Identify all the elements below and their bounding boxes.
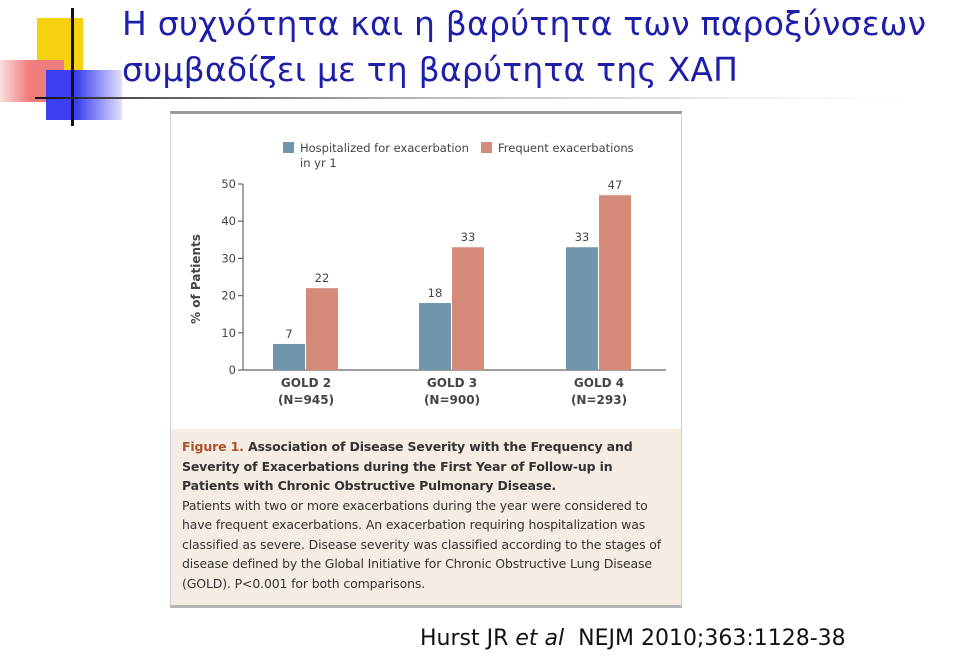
bar-gold2-series2 xyxy=(306,288,338,370)
data-label-gold4-series2: 47 xyxy=(608,178,623,192)
y-tick-label-0: 0 xyxy=(229,363,236,377)
y-axis-title: % of Patients xyxy=(189,234,203,324)
decorative-vertical-line xyxy=(71,8,74,126)
slide-title-line1: Η συχνότητα και η βαρύτητα των παροξύνσε… xyxy=(122,4,927,43)
bar-gold3-series1 xyxy=(419,303,451,370)
data-label-gold2-series2: 22 xyxy=(315,271,330,285)
decorative-horizontal-line xyxy=(35,97,915,99)
legend-label-1-line2: in yr 1 xyxy=(300,156,337,170)
caption-title: Figure 1. Association of Disease Severit… xyxy=(182,437,673,496)
x-tick-label-2: GOLD 3 xyxy=(427,376,477,390)
citation-author: Hurst JR xyxy=(420,626,516,651)
caption-figure-label: Figure 1. xyxy=(182,439,244,454)
citation-journal: NEJM 2010;363:1128-38 xyxy=(564,626,846,651)
data-label-gold4-series1: 33 xyxy=(575,230,590,244)
legend-swatch-1 xyxy=(283,142,294,153)
x-tick-sublabel-3: (N=293) xyxy=(571,393,627,407)
bar-gold2-series1 xyxy=(273,343,305,370)
figure-caption: Figure 1. Association of Disease Severit… xyxy=(171,429,681,605)
caption-body: Patients with two or more exacerbations … xyxy=(182,497,662,591)
caption-title-text: Association of Disease Severity with the… xyxy=(182,439,633,493)
y-tick-label-50: 50 xyxy=(221,177,236,191)
legend-swatch-2 xyxy=(481,142,492,153)
citation: Hurst JR et al NEJM 2010;363:1128-38 xyxy=(420,624,846,654)
x-tick-sublabel-2: (N=900) xyxy=(424,393,480,407)
slide-title-line2: συμβαδίζει με τη βαρύτητα της ΧΑΠ xyxy=(122,50,739,89)
slide-title: Η συχνότητα και η βαρύτητα των παροξύνσε… xyxy=(122,1,926,93)
y-tick-label-30: 30 xyxy=(221,251,236,265)
y-tick-label-20: 20 xyxy=(221,289,236,303)
bar-gold3-series2 xyxy=(452,247,484,370)
data-label-gold3-series2: 33 xyxy=(461,230,476,244)
data-label-gold3-series1: 18 xyxy=(428,286,443,300)
figure-panel: Hospitalized for exacerbation in yr 1 Freq… xyxy=(170,111,682,608)
bar-gold4-series1 xyxy=(566,247,598,370)
legend-label-2: Frequent exacerbations xyxy=(498,141,634,155)
y-tick-label-40: 40 xyxy=(221,214,236,228)
data-label-gold2-series1: 7 xyxy=(285,327,292,341)
y-tick-label-10: 10 xyxy=(221,326,236,340)
citation-etal: et al xyxy=(515,626,565,651)
x-tick-label-1: GOLD 2 xyxy=(281,376,331,390)
x-tick-sublabel-1: (N=945) xyxy=(278,393,334,407)
x-tick-label-3: GOLD 4 xyxy=(574,376,624,390)
legend-label-1-line1: Hospitalized for exacerbation xyxy=(300,141,469,155)
bar-gold4-series2 xyxy=(599,195,631,370)
decorative-blue-square xyxy=(46,70,122,120)
